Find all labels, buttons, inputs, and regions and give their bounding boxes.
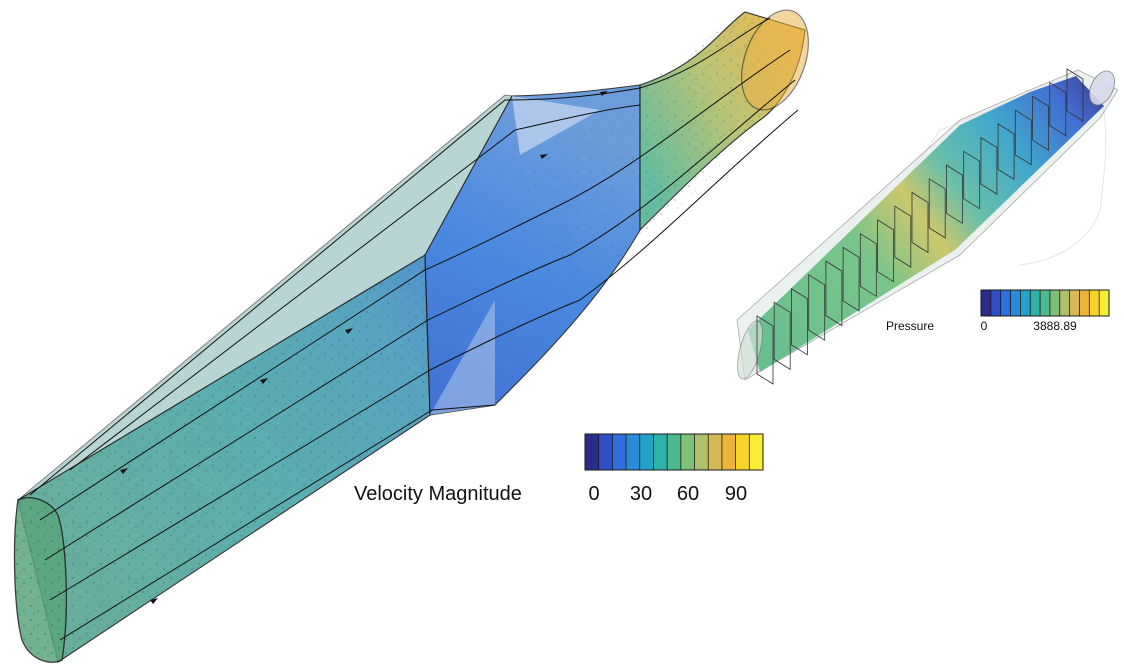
pressure-slice (997, 123, 1015, 181)
venturi-body-speckle (18, 255, 430, 662)
streamline-arrow (150, 598, 158, 604)
pressure-geometry (736, 68, 1119, 385)
pressure-slices (756, 68, 1084, 385)
pressure-slice (808, 274, 826, 341)
throat-highlight-wedge (512, 96, 600, 155)
velocity-colorbar-swatch (598, 434, 613, 470)
pressure-colorbar-swatch (1049, 290, 1061, 316)
pressure-tick-label: 0 (981, 319, 988, 333)
pressure-colorbar-swatch (1030, 290, 1041, 316)
pressure-colorbar (980, 289, 1110, 317)
pressure-slice (911, 191, 929, 254)
pressure-tick-label: 3888.89 (1033, 319, 1077, 333)
streamline-arrows (120, 91, 608, 604)
velocity-colorbar-swatch (653, 434, 668, 470)
pressure-slice (963, 150, 981, 210)
pressure-slice (877, 219, 894, 283)
pressure-colorbar-swatch (1010, 290, 1021, 316)
pressure-colorbar-swatch (1059, 290, 1070, 316)
pressure-inlet-cap (737, 320, 763, 380)
streamline-arrow (260, 378, 268, 384)
pressure-colorbar-swatch (1079, 290, 1090, 316)
venturi-inlet-speckle (14, 497, 67, 663)
pressure-slice (946, 164, 963, 225)
velocity-tick-label: 60 (677, 483, 699, 505)
pressure-slice (1014, 109, 1032, 166)
pressure-colorbar-swatch (1099, 290, 1110, 316)
velocity-legend: Velocity Magnitude 0 30 60 90 (354, 433, 764, 505)
streamline (29, 17, 771, 496)
velocity-colorbar-swatch (626, 434, 641, 470)
streamline-arrow (600, 91, 608, 96)
velocity-colorbar-swatch (708, 434, 723, 470)
pressure-slice (842, 246, 860, 312)
velocity-colorbar-swatch (585, 434, 599, 470)
velocity-legend-title: Velocity Magnitude (354, 483, 522, 505)
pressure-slice (859, 232, 877, 298)
velocity-colorbar-swatch (639, 434, 654, 470)
streamline (49, 109, 799, 601)
streamline-arrow (540, 154, 548, 159)
pressure-outlet-cap (1089, 70, 1115, 106)
pressure-slice (894, 205, 912, 268)
velocity-colorbar-swatch (721, 434, 736, 470)
streamline-arrow (120, 468, 128, 474)
velocity-colorbar-border (584, 433, 764, 471)
velocity-tick-label: 90 (725, 483, 747, 505)
pressure-colorbar-swatch (1000, 290, 1011, 316)
pressure-colorbar-swatch (1089, 290, 1100, 316)
velocity-colorbar-swatch (694, 434, 709, 470)
streamline (44, 79, 796, 561)
velocity-colorbar-swatch (735, 434, 750, 470)
pressure-colorbar-swatch (990, 290, 1001, 316)
pressure-slice (980, 136, 998, 195)
streamline (39, 49, 791, 521)
pressure-slice (1066, 68, 1084, 122)
pressure-slice (1032, 95, 1049, 151)
velocity-colorbar (584, 433, 764, 471)
pressure-colorbar-border (980, 289, 1110, 317)
velocity-colorbar-swatch (612, 434, 627, 470)
pressure-slice (825, 260, 843, 327)
pressure-slice (791, 287, 808, 356)
pressure-slice (928, 178, 946, 239)
streamlines (29, 17, 799, 641)
throat-highlight-lower (430, 300, 495, 415)
pressure-slice (773, 301, 791, 371)
pressure-colorbar-swatch (1040, 290, 1051, 316)
pressure-slice (756, 315, 774, 385)
streamline-arrow (345, 328, 353, 334)
streamline (59, 404, 496, 641)
pressure-slice (1049, 81, 1067, 137)
velocity-colorbar-swatch (667, 434, 682, 470)
pressure-colorbar-swatch (981, 290, 992, 316)
pressure-colorbar-swatch (1069, 290, 1080, 316)
velocity-tick-label: 0 (588, 483, 599, 505)
pressure-colorbar-swatch (1020, 290, 1031, 316)
velocity-tick-label: 30 (630, 483, 652, 505)
velocity-colorbar-swatch (680, 434, 695, 470)
streamline (69, 104, 641, 471)
pressure-legend: Pressure 0 3888.89 (886, 289, 1110, 333)
pressure-legend-title: Pressure (886, 319, 934, 333)
venturi-velocity-geometry (13, 9, 809, 663)
velocity-colorbar-swatch (749, 434, 764, 470)
